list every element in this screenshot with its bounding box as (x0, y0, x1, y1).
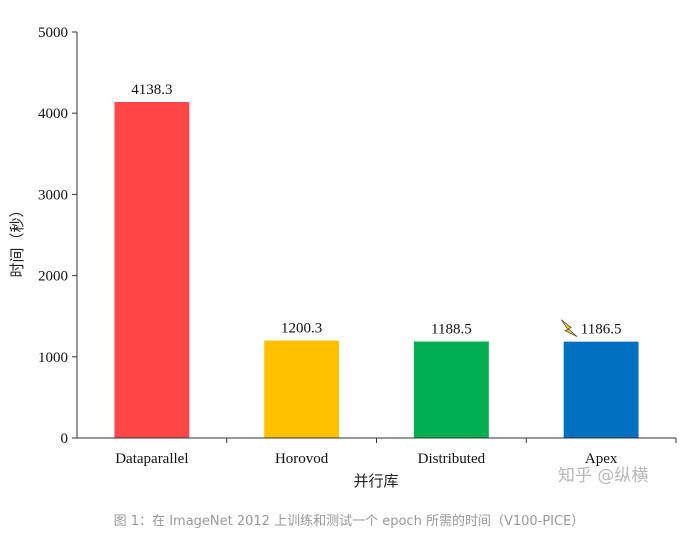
x-axis: Dataparallel Horovod Distributed Apex (77, 437, 677, 467)
watermark: 知乎 @纵横 (558, 466, 648, 486)
y-tick-label: 4000 (38, 106, 68, 122)
data-label: 1200.3 (281, 321, 322, 337)
x-axis-label: 并行库 (353, 472, 398, 490)
data-label: 4138.3 (131, 82, 172, 98)
data-label: 1186.5 (581, 322, 622, 338)
x-tick-label: Apex (585, 451, 618, 467)
bar (413, 341, 489, 438)
bar (114, 101, 190, 439)
y-axis-label: 时间（秒） (8, 202, 26, 277)
y-tick-label: 1000 (38, 350, 68, 366)
figure-caption: 图 1：在 ImageNet 2012 上训练和测试一个 epoch 所需的时间… (113, 514, 585, 529)
y-tick-label: 0 (61, 431, 69, 447)
x-tick-label: Horovod (275, 451, 329, 467)
bar-chart: 0 1000 2000 3000 4000 5000 4138.3 1200.3 1188.5… (8, 25, 677, 490)
y-axis: 0 1000 2000 3000 4000 5000 (38, 25, 78, 447)
y-tick-label: 3000 (38, 187, 68, 203)
x-tick-label: Distributed (418, 451, 486, 467)
y-tick-label: 2000 (38, 269, 68, 285)
bars: 4138.3 1200.3 1188.5 1186.5 (114, 82, 639, 439)
bar (563, 341, 639, 438)
data-label: 1188.5 (431, 321, 472, 337)
bar (264, 340, 340, 438)
x-tick-label: Dataparallel (115, 451, 188, 467)
lightning-icon (560, 319, 578, 338)
y-tick-label: 5000 (38, 25, 68, 41)
